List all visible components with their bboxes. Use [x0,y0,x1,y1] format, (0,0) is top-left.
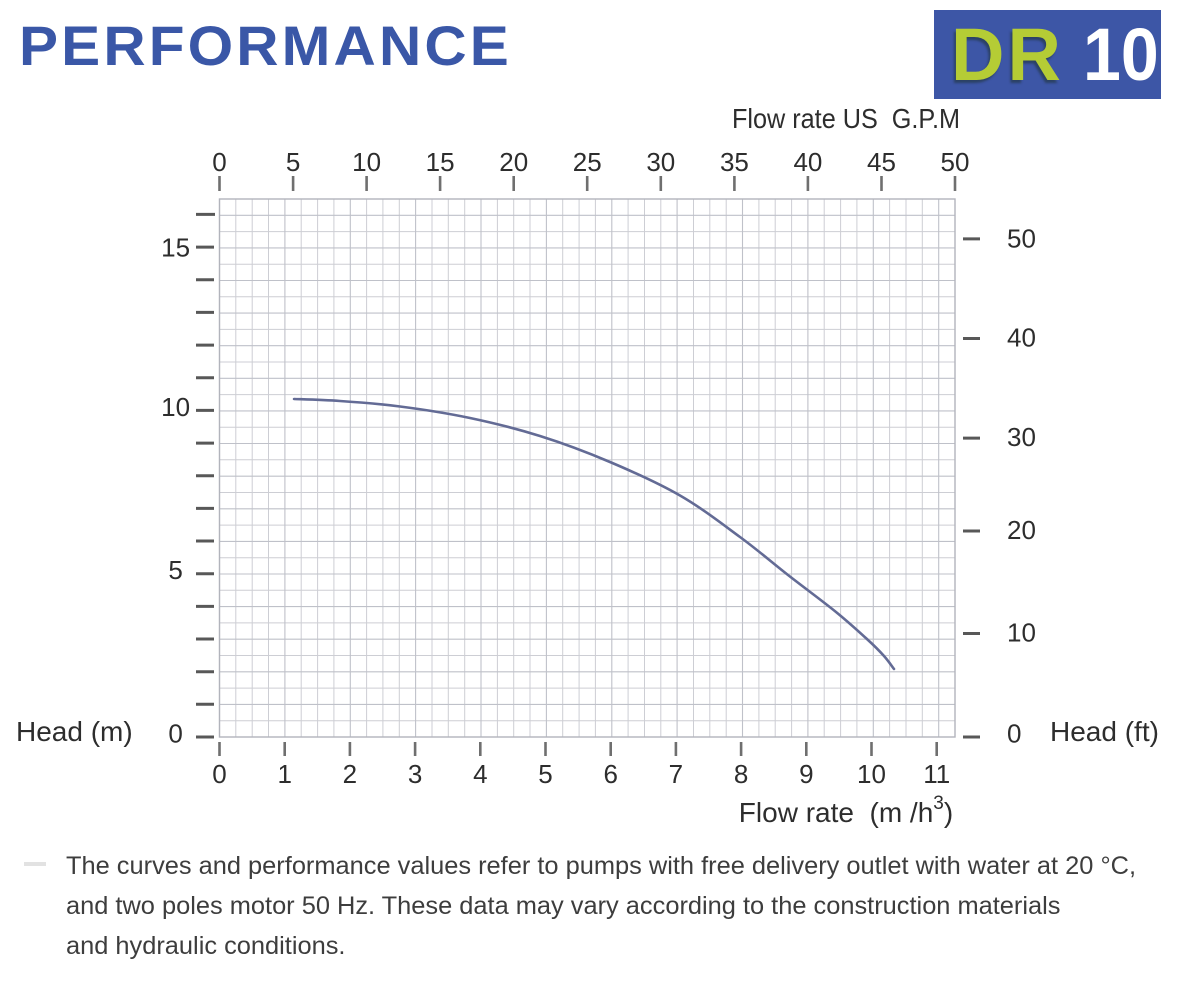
svg-text:0: 0 [168,719,182,749]
svg-text:Head (m): Head (m) [16,716,133,747]
svg-text:10: 10 [161,392,190,422]
svg-text:5: 5 [538,759,552,789]
svg-text:40: 40 [793,147,822,177]
svg-text:11: 11 [923,759,950,789]
svg-text:3: 3 [408,759,422,789]
svg-text:9: 9 [799,759,813,789]
svg-text:45: 45 [867,147,896,177]
svg-text:20: 20 [499,147,528,177]
svg-text:35: 35 [720,147,749,177]
svg-text:15: 15 [161,233,190,263]
svg-text:15: 15 [426,147,455,177]
svg-text:7: 7 [669,759,683,789]
svg-text:1: 1 [277,759,291,789]
svg-text:10: 10 [857,759,886,789]
svg-text:50: 50 [1007,224,1036,254]
svg-text:Head (ft): Head (ft) [1050,716,1159,747]
svg-text:10: 10 [352,147,381,177]
svg-text:5: 5 [286,147,300,177]
svg-text:30: 30 [1007,422,1036,452]
svg-text:0: 0 [212,759,226,789]
svg-text:20: 20 [1007,515,1036,545]
svg-text:40: 40 [1007,323,1036,353]
svg-text:6: 6 [603,759,617,789]
svg-text:8: 8 [734,759,748,789]
svg-text:Flow rate (m /h3): Flow rate (m /h3) [739,793,953,828]
svg-text:0: 0 [212,147,226,177]
svg-text:5: 5 [168,555,182,585]
svg-text:50: 50 [941,147,970,177]
svg-text:10: 10 [1007,618,1036,648]
svg-text:2: 2 [343,759,357,789]
svg-text:Flow rate US G.P.M: Flow rate US G.P.M [732,103,960,134]
svg-text:25: 25 [573,147,602,177]
svg-text:0: 0 [1007,719,1021,749]
svg-text:4: 4 [473,759,487,789]
svg-text:30: 30 [646,147,675,177]
